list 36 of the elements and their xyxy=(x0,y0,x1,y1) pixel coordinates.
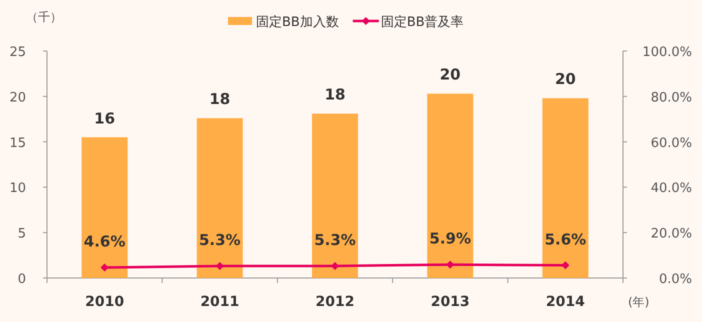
bar xyxy=(312,114,358,278)
data-label: 18 xyxy=(324,86,346,104)
bar xyxy=(427,94,474,278)
x-tick-label: 2010 xyxy=(85,294,124,310)
data-label: 5.3% xyxy=(314,230,356,249)
y-tick-label: 20 xyxy=(9,90,26,106)
data-label: 5.3% xyxy=(198,230,241,249)
data-label: 18 xyxy=(209,90,230,108)
y2-tick-label: 80.0% xyxy=(650,90,692,106)
y-tick-label: 25 xyxy=(9,45,26,60)
y-axis-title: （千） xyxy=(26,10,62,24)
bar xyxy=(542,98,588,278)
y-tick-label: 0 xyxy=(18,272,26,287)
x-tick-label: 2013 xyxy=(430,294,470,310)
y-tick-label: 5 xyxy=(18,226,26,242)
data-label: 5.9% xyxy=(429,230,472,248)
data-label: 16 xyxy=(94,109,116,128)
y-tick-label: 10 xyxy=(9,181,26,196)
y2-tick-label: 0.0% xyxy=(658,272,692,287)
data-label: 5.6% xyxy=(544,230,586,248)
y2-tick-label: 20.0% xyxy=(650,226,692,242)
x-axis-title: (年) xyxy=(628,295,650,309)
x-tick-label: 2014 xyxy=(546,294,586,310)
data-label: 20 xyxy=(554,70,576,88)
legend-label: 固定BB加入数 xyxy=(256,15,339,30)
y2-tick-label: 60.0% xyxy=(650,136,692,151)
y-tick-label: 15 xyxy=(9,136,26,151)
x-tick-label: 2012 xyxy=(316,294,354,310)
data-label: 4.6% xyxy=(84,232,126,251)
y2-tick-label: 40.0% xyxy=(650,181,692,196)
y2-tick-label: 100.0% xyxy=(642,45,692,60)
bar xyxy=(196,118,243,278)
data-label: 20 xyxy=(440,66,461,84)
legend-label: 固定BB普及率 xyxy=(380,14,464,30)
x-tick-label: 2011 xyxy=(200,294,240,310)
bar xyxy=(82,137,128,278)
